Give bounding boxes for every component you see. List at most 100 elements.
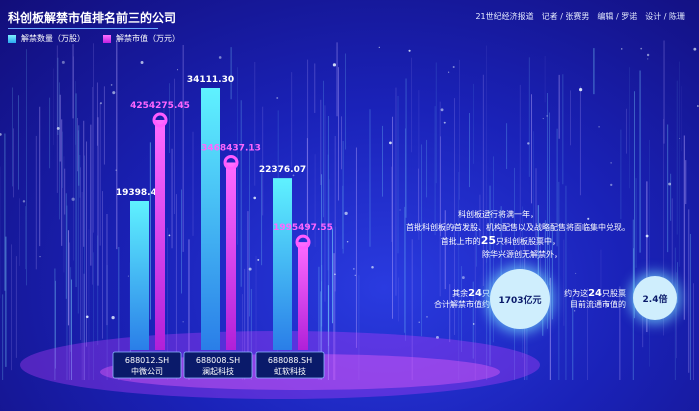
category-name: 澜起科技 <box>202 366 234 376</box>
sparkle-dot <box>257 258 260 261</box>
sparkle-dot <box>579 88 583 92</box>
sparkle-dot <box>461 276 465 279</box>
sparkle-dot <box>647 58 649 60</box>
sparkle-dot <box>353 268 355 270</box>
sparkle-dot <box>371 266 374 269</box>
sparkle-dot <box>218 56 222 59</box>
sparkle-dot <box>472 323 475 325</box>
sparkle-dot <box>408 49 411 52</box>
sparkle-dot <box>177 69 179 71</box>
sparkle-dot <box>487 211 490 214</box>
category-label-box <box>255 351 325 379</box>
sparkle-dot <box>182 321 184 323</box>
bar-shares <box>201 88 220 350</box>
sparkle-dot <box>71 197 75 201</box>
sparkle-dot <box>606 303 609 307</box>
sparkle-dot <box>39 256 41 258</box>
sparkle-dot <box>448 71 450 73</box>
sparkle-dot <box>620 48 623 50</box>
sparkle-dot <box>334 273 336 276</box>
sparkle-dot <box>537 257 539 260</box>
sparkle-dot <box>99 102 102 105</box>
sparkle-dot <box>168 234 171 237</box>
stat1-label: 其余24只 合计解禁市值约 <box>434 288 490 309</box>
bar-value-cap <box>223 154 239 170</box>
sparkle-dot <box>344 211 348 216</box>
sparkle-dot <box>696 105 699 107</box>
data-label-value: 4254275.45 <box>130 101 190 111</box>
sparkle-dot <box>598 126 600 128</box>
sparkle-dot <box>85 315 89 319</box>
annotation-line-2: 首批科创板的首发股、机构配售以及战略配售将面临集中兑现。 <box>406 223 630 232</box>
sparkle-dot <box>140 61 144 64</box>
category-label-box <box>112 351 182 379</box>
sparkle-dot <box>253 196 257 200</box>
sparkle-dot <box>426 316 428 318</box>
category-name: 中微公司 <box>131 366 163 376</box>
bar-shares <box>130 201 149 350</box>
sparkle-dot <box>56 126 60 130</box>
sparkle-dot <box>610 162 612 164</box>
sparkle-dot <box>127 275 129 277</box>
sparkle-dot <box>0 133 2 136</box>
sparkle-dot <box>527 142 530 145</box>
sparkle-dot <box>645 234 649 238</box>
sparkle-dot <box>389 141 392 145</box>
sparkle-dot <box>292 174 295 177</box>
bar-value-cap <box>295 234 311 250</box>
legend-swatch-cyan <box>8 34 16 43</box>
legend-item-value: 解禁市值（万元） <box>103 33 180 44</box>
sparkle-dot <box>693 47 697 51</box>
sparkle-dot <box>346 241 349 243</box>
sparkle-dot <box>451 225 455 229</box>
data-label-value: 3468437.13 <box>201 143 261 153</box>
annotation-line-3: 首批上市的25只科创板股票中， <box>440 234 560 247</box>
stat1-circle: 1703亿元 <box>490 269 550 329</box>
bar-value <box>298 242 308 350</box>
sparkle-dot <box>354 274 356 276</box>
legend-label-shares: 解禁数量（万股） <box>21 34 85 43</box>
sparkle-dot <box>332 63 337 67</box>
sparkle-dot <box>575 272 577 274</box>
sparkle-dot <box>110 84 113 86</box>
legend-label-value: 解禁市值（万元） <box>116 34 180 43</box>
data-label-shares: 34111.30 <box>187 75 234 85</box>
sparkle-dot <box>440 108 444 112</box>
sparkle-dot <box>646 53 650 57</box>
data-label-value: 1995497.55 <box>273 223 333 233</box>
annotation-line-4: 除华兴源创无解禁外， <box>482 250 562 259</box>
sparkle-dot <box>587 217 590 220</box>
stat2-label: 约为这24只股票 目前流通市值的 <box>564 288 626 309</box>
credit-line: 21世纪经济报道 记者 / 张赛男 编辑 / 罗诺 设计 / 陈珊 <box>475 12 685 21</box>
sparkle-dot <box>276 97 279 99</box>
sparkle-dot <box>452 65 455 68</box>
category-code: 688008.SH <box>196 356 240 365</box>
stat2-circle: 2.4倍 <box>633 276 677 320</box>
sparkle-dot <box>399 209 401 211</box>
bar-value <box>226 162 236 350</box>
sparkle-dot <box>22 200 26 203</box>
sparkle-dot <box>111 316 115 320</box>
data-label-shares: 19398.46 <box>116 188 163 198</box>
chart-legend: 解禁数量（万股） 解禁市值（万元） <box>8 33 180 44</box>
sparkle-dot <box>443 121 446 124</box>
sparkle-dot <box>61 60 65 64</box>
sparkle-dot <box>610 183 613 187</box>
sparkle-dot <box>418 321 420 323</box>
category-name: 虹软科技 <box>274 366 306 376</box>
page-title: 科创板解禁市值排名前三的公司 <box>8 11 177 25</box>
bar-value <box>155 120 165 350</box>
sparkle-dot <box>435 335 439 339</box>
data-label-shares: 22376.07 <box>259 165 306 175</box>
bar-shares <box>273 178 292 350</box>
category-code: 688012.SH <box>125 356 169 365</box>
sparkle-dot <box>248 267 252 271</box>
annotation-block: 科创板运行将满一年， 首批科创板的首发股、机构配售以及战略配售将面临集中兑现。 … <box>330 208 630 261</box>
sparkle-dot <box>542 118 544 120</box>
category-code: 688088.SH <box>268 356 312 365</box>
title-underline <box>8 28 158 29</box>
category-label-box <box>183 351 253 379</box>
sparkle-dot <box>115 169 117 171</box>
sparkle-dot <box>574 310 576 312</box>
